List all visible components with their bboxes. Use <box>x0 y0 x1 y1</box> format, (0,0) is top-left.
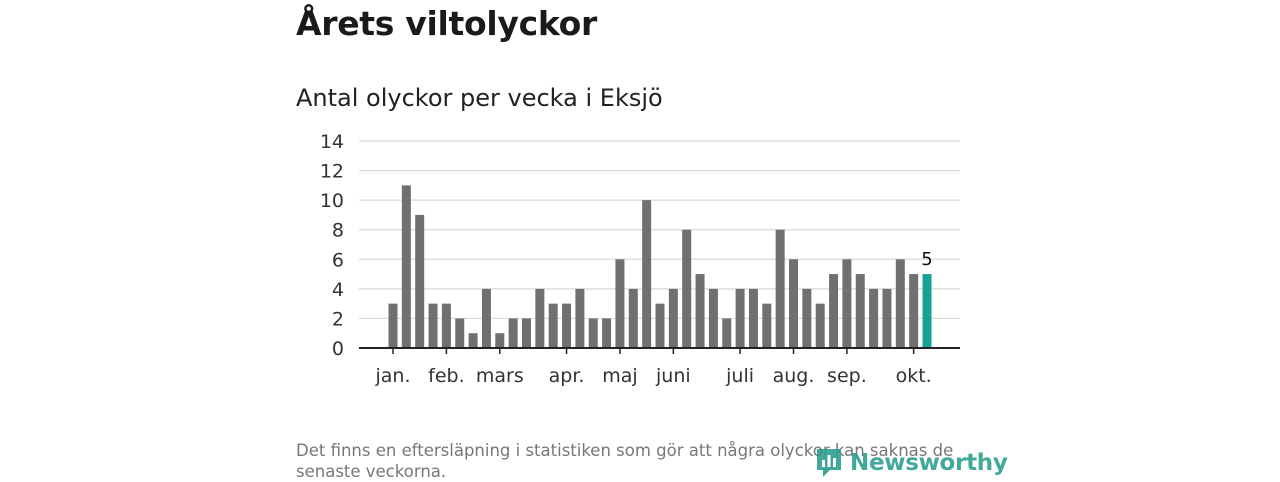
bar <box>895 259 905 348</box>
bar <box>548 303 558 348</box>
y-tick-label-10: 10 <box>320 190 344 212</box>
x-tick-label-juni: juni <box>655 365 691 387</box>
highlight-data-label: 5 <box>921 249 932 270</box>
bar <box>401 185 411 348</box>
chart-title: Årets viltolyckor <box>296 4 597 43</box>
bar <box>802 288 812 348</box>
bar <box>735 288 745 348</box>
bar <box>882 288 892 348</box>
bar <box>722 318 732 348</box>
chart-subtitle: Antal olyckor per vecka i Eksjö <box>296 84 663 112</box>
bar <box>615 259 625 348</box>
newsworthy-logo-text: Newsworthy <box>850 450 1008 476</box>
y-tick-label-4: 4 <box>332 279 344 301</box>
bar <box>855 274 865 348</box>
x-axis-ticks: jan. feb. mars apr. maj juni juli aug. sep. okt. <box>374 348 932 387</box>
x-tick-label-feb: feb. <box>428 365 464 387</box>
bar <box>495 333 505 348</box>
bar-highlight <box>922 274 932 348</box>
bar <box>628 288 638 348</box>
footnote: Det finns en eftersläpning i statistiken… <box>296 441 954 481</box>
x-tick-label-apr: apr. <box>549 365 585 387</box>
bar <box>441 303 451 348</box>
x-tick-label-aug: aug. <box>773 365 815 387</box>
gridlines <box>359 140 960 320</box>
x-tick-label-mars: mars <box>476 365 524 387</box>
bar <box>588 318 598 348</box>
newsworthy-logo-icon <box>817 449 841 477</box>
bar <box>388 303 398 348</box>
bar <box>562 303 572 348</box>
y-tick-label-8: 8 <box>332 220 344 242</box>
bar <box>602 318 612 348</box>
x-tick-label-maj: maj <box>602 365 637 387</box>
y-tick-label-2: 2 <box>332 308 344 330</box>
y-tick-label-14: 14 <box>320 131 344 153</box>
bar-chart: 0 2 4 6 8 10 12 14 jan. feb. mars apr. maj juni juli a… <box>320 131 960 387</box>
bar <box>535 288 545 348</box>
bar <box>575 288 585 348</box>
bar <box>455 318 465 348</box>
bar <box>748 288 758 348</box>
y-tick-label-6: 6 <box>332 249 344 271</box>
bar <box>642 200 652 348</box>
bar <box>789 259 798 348</box>
bar <box>869 288 879 348</box>
x-tick-label-okt: okt. <box>896 365 932 387</box>
bar <box>909 274 919 348</box>
bar <box>415 214 425 348</box>
bar <box>468 333 478 348</box>
bar <box>481 288 491 348</box>
x-tick-label-jan: jan. <box>374 365 410 387</box>
x-tick-label-sep: sep. <box>827 365 867 387</box>
bar <box>815 303 825 348</box>
bar <box>522 318 531 348</box>
bar <box>775 229 785 348</box>
bar <box>695 274 705 348</box>
bar <box>708 288 718 348</box>
bars <box>388 185 932 348</box>
newsworthy-logo[interactable]: Newsworthy <box>814 446 1008 480</box>
bar <box>682 229 692 348</box>
bar <box>829 274 839 348</box>
bar <box>508 318 518 348</box>
y-axis-ticks: 0 2 4 6 8 10 12 14 <box>320 131 344 360</box>
bar <box>762 303 772 348</box>
y-tick-label-12: 12 <box>320 161 344 183</box>
bar <box>655 303 665 348</box>
bar <box>668 288 678 348</box>
bar <box>428 303 438 348</box>
y-tick-label-0: 0 <box>332 338 344 360</box>
x-tick-label-juli: juli <box>725 365 754 387</box>
bar <box>842 259 852 348</box>
